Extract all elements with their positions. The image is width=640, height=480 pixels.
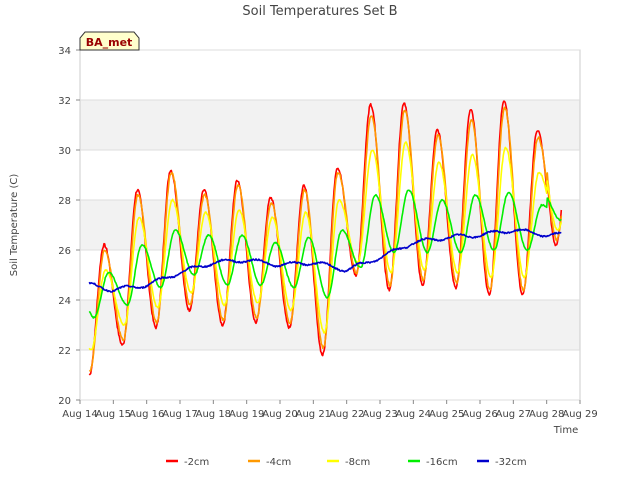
x-tick-label: Aug 18 xyxy=(196,409,231,420)
y-tick-label: 30 xyxy=(58,146,71,157)
y-axis: 20 22 24 26 28 30 32 34 xyxy=(58,46,80,407)
x-tick-label: Aug 29 xyxy=(562,409,597,420)
x-tick-label: Aug 23 xyxy=(362,409,397,420)
legend-label: -4cm xyxy=(266,457,291,468)
background-band xyxy=(80,50,580,100)
background-band xyxy=(80,100,580,150)
background-band xyxy=(80,200,580,250)
chart-title: Soil Temperatures Set B xyxy=(242,4,397,19)
background-band xyxy=(80,350,580,400)
site-label-shape xyxy=(79,31,140,51)
x-tick-label: Aug 15 xyxy=(96,409,131,420)
legend-label: -8cm xyxy=(345,457,370,468)
legend-item: -32cm xyxy=(477,457,527,468)
y-tick-label: 32 xyxy=(58,96,71,107)
site-label-box: BA_met xyxy=(79,31,140,51)
legend-item: -2cm xyxy=(166,457,209,468)
y-tick-label: 20 xyxy=(58,396,71,407)
x-tick-label: Aug 14 xyxy=(62,409,97,420)
background-band xyxy=(80,300,580,350)
x-tick-label: Aug 19 xyxy=(229,409,264,420)
y-axis-label: Soil Temperature (C) xyxy=(9,174,20,277)
y-tick-label: 26 xyxy=(58,246,71,257)
x-tick-label: Aug 26 xyxy=(462,409,497,420)
legend: -2cm -4cm -8cm -16cm -32cm xyxy=(166,457,527,468)
x-tick-label: Aug 25 xyxy=(429,409,464,420)
x-tick-label: Aug 22 xyxy=(329,409,364,420)
series-line-neg8cm xyxy=(88,141,563,351)
site-label-text: BA_met xyxy=(86,36,133,49)
legend-item: -16cm xyxy=(408,457,458,468)
y-tick-label: 28 xyxy=(58,196,71,207)
y-tick-label: 24 xyxy=(58,296,71,307)
series-line-neg32cm xyxy=(88,228,562,293)
legend-item: -8cm xyxy=(327,457,370,468)
x-tick-label: Aug 27 xyxy=(496,409,531,420)
x-tick-label: Aug 28 xyxy=(529,409,564,420)
legend-label: -32cm xyxy=(495,457,527,468)
x-tick-label: Aug 21 xyxy=(296,409,331,420)
series-line-neg16cm xyxy=(88,189,562,319)
x-tick-label: Aug 16 xyxy=(129,409,164,420)
y-tick-label: 34 xyxy=(58,46,71,57)
y-tick-label: 22 xyxy=(58,346,71,357)
x-axis-label: Time xyxy=(553,425,578,436)
x-tick-label: Aug 17 xyxy=(162,409,197,420)
legend-item: -4cm xyxy=(248,457,291,468)
x-tick-label: Aug 20 xyxy=(262,409,297,420)
background-band xyxy=(80,150,580,200)
x-tick-label: Aug 24 xyxy=(396,409,431,420)
legend-label: -16cm xyxy=(426,457,458,468)
series-layer xyxy=(88,100,563,376)
legend-label: -2cm xyxy=(184,457,209,468)
